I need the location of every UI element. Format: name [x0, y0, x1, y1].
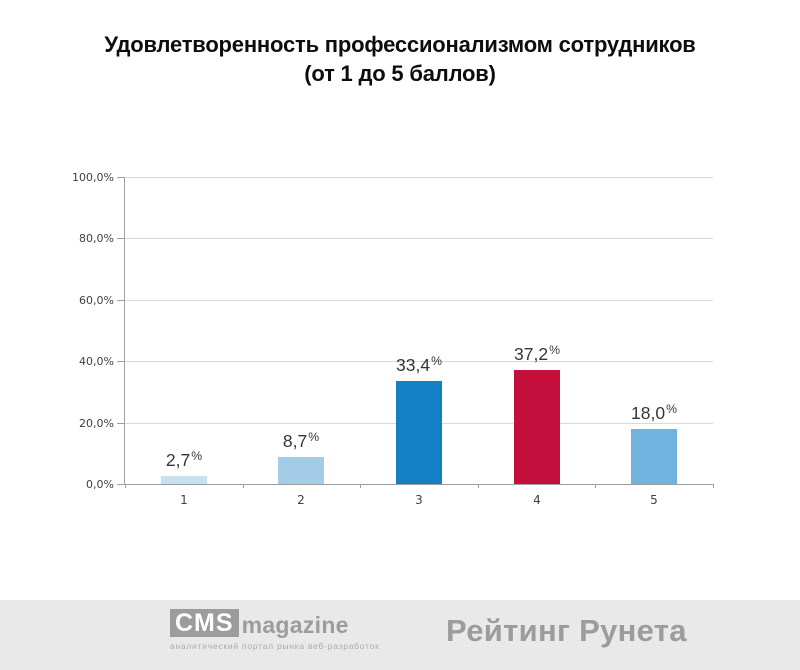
- x-axis-label: 5: [650, 493, 658, 507]
- bar-category-3: [396, 381, 442, 484]
- bar-category-4: [514, 370, 560, 484]
- cms-magazine-logo-row: CMS magazine: [170, 609, 380, 637]
- bar-value-label: 37,2%: [514, 342, 560, 364]
- cms-magazine-logo: CMS magazine аналитический портал рынка …: [170, 609, 380, 651]
- y-axis-tick: [117, 361, 124, 362]
- x-axis-label: 3: [415, 493, 423, 507]
- gridline: [125, 300, 713, 301]
- bar-value-label: 18,0%: [631, 401, 677, 423]
- cms-logo-tagline: аналитический портал рынка веб-разработо…: [170, 641, 380, 651]
- bar-value-label: 2,7%: [165, 448, 203, 470]
- chart-subtitle: (от 1 до 5 баллов): [304, 61, 496, 86]
- x-axis-tick: [243, 484, 244, 488]
- gridline: [125, 361, 713, 362]
- y-axis-label: 100,0%: [72, 171, 114, 184]
- x-axis-label: 1: [180, 493, 188, 507]
- percent-sign: %: [308, 429, 320, 444]
- gridline: [125, 177, 713, 178]
- x-axis-label: 4: [533, 493, 541, 507]
- y-axis-label: 60,0%: [79, 294, 114, 307]
- footer-bar: CMS magazine аналитический портал рынка …: [0, 600, 800, 670]
- bar-category-2: [278, 457, 324, 484]
- y-axis-tick: [117, 423, 124, 424]
- percent-sign: %: [191, 448, 203, 463]
- cms-logo-box: CMS: [170, 609, 239, 637]
- y-axis-tick: [117, 484, 124, 485]
- y-axis-label: 40,0%: [79, 355, 114, 368]
- x-axis-tick: [125, 484, 126, 488]
- gridline: [125, 238, 713, 239]
- y-axis-label: 20,0%: [79, 417, 114, 430]
- bar-category-5: [631, 429, 677, 484]
- y-axis-tick: [117, 177, 124, 178]
- x-axis-tick: [478, 484, 479, 488]
- bar-value-label: 33,4%: [396, 353, 442, 375]
- plot-area: 100,0% 80,0% 60,0% 40,0% 20,0% 0,0% 2,7% 1 8,7% 2…: [72, 171, 714, 507]
- y-axis-label: 0,0%: [86, 478, 114, 491]
- y-axis-tick: [117, 300, 124, 301]
- x-axis-label: 2: [297, 493, 305, 507]
- rating-runeta-logo: Рейтинг Рунета: [446, 613, 687, 648]
- bar-category-1: [161, 476, 207, 484]
- x-axis-tick: [595, 484, 596, 488]
- x-axis-tick: [713, 484, 714, 488]
- cms-logo-name: magazine: [241, 612, 349, 638]
- x-axis-tick: [360, 484, 361, 488]
- percent-sign: %: [666, 401, 677, 416]
- chart-title-block: Удовлетворенность профессионализмом сотр…: [0, 30, 800, 88]
- bar-value-label: 8,7%: [282, 429, 320, 451]
- y-axis-tick: [117, 238, 124, 239]
- percent-sign: %: [431, 353, 442, 368]
- chart-title: Удовлетворенность профессионализмом сотр…: [104, 32, 696, 57]
- y-axis-label: 80,0%: [79, 232, 114, 245]
- percent-sign: %: [549, 342, 560, 357]
